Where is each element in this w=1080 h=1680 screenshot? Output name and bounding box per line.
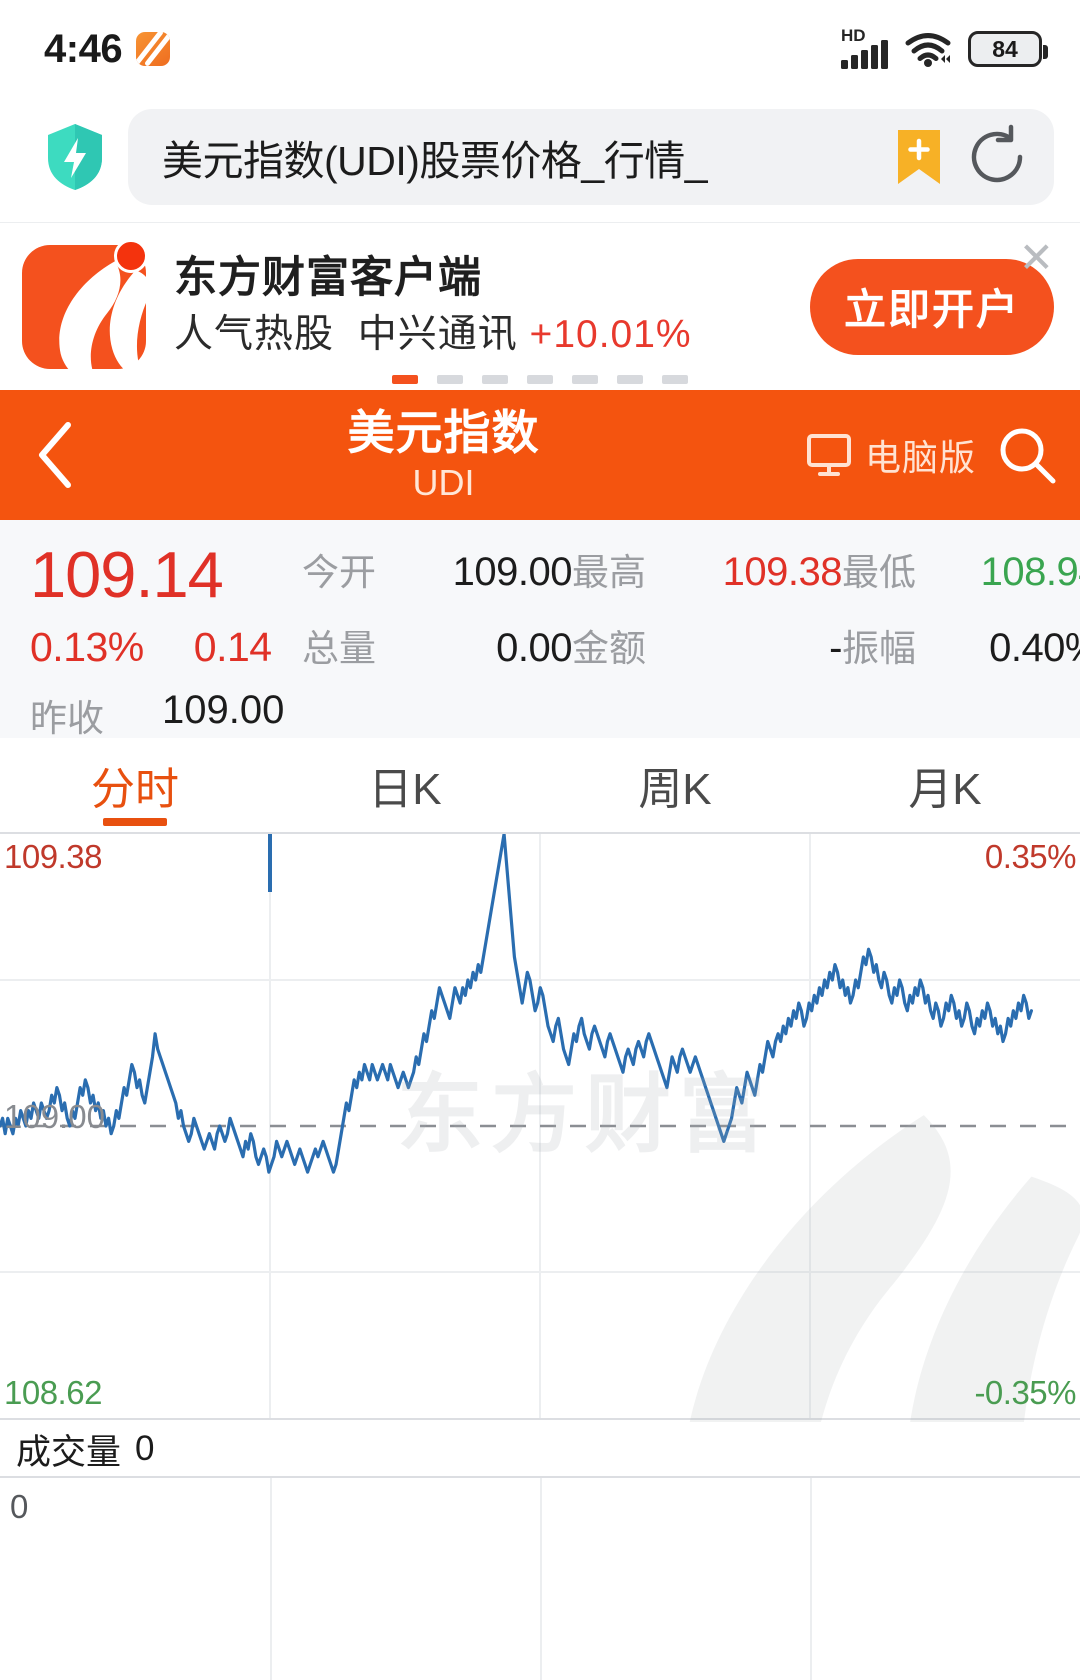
field-amplitude-value: 0.40% bbox=[989, 626, 1080, 670]
chart-tabs: 分时 日K 周K 月K bbox=[0, 738, 1080, 832]
shield-icon[interactable] bbox=[44, 122, 106, 192]
address-bar-text: 美元指数(UDI)股票价格_行情_ bbox=[162, 138, 708, 184]
battery-icon: 84 bbox=[968, 31, 1048, 67]
chart-label-top-left: 109.38 bbox=[4, 838, 102, 875]
change-percent: 0.13% bbox=[30, 624, 144, 671]
eastmoney-logo-icon bbox=[22, 238, 151, 381]
search-icon[interactable] bbox=[996, 424, 1058, 486]
tab-weekly-k[interactable]: 周K bbox=[638, 765, 712, 814]
volume-label: 成交量 bbox=[16, 1432, 122, 1472]
monitor-icon[interactable] bbox=[805, 433, 853, 477]
desktop-version-label[interactable]: 电脑版 bbox=[864, 437, 976, 478]
field-low-value: 108.94 bbox=[980, 550, 1080, 594]
cellular-signal-icon: HD bbox=[841, 26, 888, 69]
wifi-icon bbox=[905, 31, 951, 67]
price-chart[interactable]: 东方财富 109.38 0.35% 109.00 108.62 -0.35% bbox=[0, 832, 1080, 1643]
field-open: 今开 109.00 bbox=[302, 542, 573, 596]
header-actions: 电脑版 bbox=[805, 424, 1058, 486]
field-amplitude: 振幅 0.40% bbox=[842, 618, 1080, 672]
volume-header: 成交量 0 bbox=[0, 1422, 1080, 1476]
field-open-label: 今开 bbox=[302, 552, 376, 593]
hd-label: HD bbox=[841, 26, 866, 45]
tab-daily-k[interactable]: 日K bbox=[368, 765, 442, 814]
status-bar-right: HD 84 bbox=[841, 26, 1048, 69]
quote-row-2: 总量 0.00 金额 - 振幅 0.40% bbox=[302, 618, 1080, 672]
field-volume-label: 总量 bbox=[302, 628, 376, 669]
field-open-value: 109.00 bbox=[452, 550, 573, 594]
tab-fenshi[interactable]: 分时 bbox=[0, 738, 270, 832]
field-volume: 总量 0.00 bbox=[302, 618, 572, 672]
status-time: 4:46 bbox=[44, 26, 123, 71]
chart-label-mid-left: 109.00 bbox=[4, 1098, 105, 1135]
field-amplitude-label: 振幅 bbox=[842, 628, 916, 669]
ad-sub-stock: 中兴通讯 bbox=[357, 312, 518, 356]
chart-label-bottom-left: 108.62 bbox=[4, 1374, 102, 1411]
instrument-name: 美元指数 bbox=[347, 406, 540, 460]
address-bar[interactable]: 美元指数(UDI)股票价格_行情_ bbox=[128, 109, 1054, 205]
page-title: 美元指数 UDI bbox=[82, 408, 805, 504]
ad-banner[interactable]: 东方财富客户端 人气热股 中兴通讯 +10.01% 立即开户 ✕ bbox=[0, 222, 1080, 390]
price-block: 109.14 0.13% 0.14 bbox=[30, 538, 302, 672]
ad-title: 东方财富客户端 bbox=[174, 253, 482, 302]
battery-level: 84 bbox=[992, 35, 1018, 62]
volume-chart[interactable]: 0 bbox=[0, 1476, 1080, 1680]
ad-sub-prefix: 人气热股 bbox=[174, 312, 335, 356]
notification-app-icon bbox=[136, 32, 171, 66]
bookmark-add-icon[interactable] bbox=[894, 128, 944, 186]
status-bar: 4:46 HD 84 bbox=[0, 0, 1080, 98]
field-prev-close-label: 昨收 bbox=[30, 698, 104, 739]
field-low: 最低 108.94 bbox=[842, 542, 1080, 596]
volume-axis-zero: 0 bbox=[10, 1488, 29, 1525]
page-header: 美元指数 UDI 电脑版 bbox=[0, 390, 1080, 520]
field-high: 最高 109.38 bbox=[572, 542, 843, 596]
instrument-code: UDI bbox=[412, 461, 475, 503]
ad-text-block: 东方财富客户端 人气热股 中兴通讯 +10.01% bbox=[174, 253, 810, 360]
field-volume-value: 0.00 bbox=[496, 626, 572, 670]
change-absolute: 0.14 bbox=[193, 624, 272, 671]
open-account-button[interactable]: 立即开户 bbox=[810, 258, 1054, 355]
field-prev-close-value: 109.00 bbox=[162, 688, 285, 732]
quote-panel: 109.14 0.13% 0.14 今开 109.00 最高 109.38 bbox=[0, 520, 1080, 739]
ad-subtitle: 人气热股 中兴通讯 +10.01% bbox=[174, 310, 810, 361]
status-bar-left: 4:46 bbox=[44, 26, 171, 72]
volume-value: 0 bbox=[135, 1429, 155, 1468]
field-amount: 金额 - bbox=[572, 618, 842, 672]
tab-monthly-k[interactable]: 月K bbox=[908, 765, 982, 814]
field-prev-close: 昨收 109.00 bbox=[30, 688, 1058, 742]
reload-icon[interactable] bbox=[964, 124, 1030, 190]
ad-notification-dot bbox=[114, 238, 148, 273]
price-chart-canvas bbox=[0, 834, 1080, 1418]
chart-label-bottom-right: -0.35% bbox=[974, 1374, 1076, 1411]
chart-label-top-right: 0.35% bbox=[984, 838, 1077, 875]
last-price: 109.14 bbox=[30, 538, 224, 611]
quote-row-1: 今开 109.00 最高 109.38 最低 108.94 bbox=[302, 542, 1080, 596]
field-amount-value: - bbox=[829, 626, 842, 670]
ad-sub-change: +10.01% bbox=[529, 312, 692, 356]
field-high-value: 109.38 bbox=[722, 550, 843, 594]
back-chevron-icon[interactable] bbox=[28, 417, 82, 493]
field-low-label: 最低 bbox=[842, 552, 916, 593]
ad-carousel-dots bbox=[0, 375, 1080, 384]
close-icon[interactable]: ✕ bbox=[1018, 234, 1054, 281]
browser-toolbar: 美元指数(UDI)股票价格_行情_ bbox=[0, 98, 1080, 216]
field-amount-label: 金额 bbox=[572, 628, 646, 669]
field-high-label: 最高 bbox=[572, 552, 646, 593]
quote-fields: 今开 109.00 最高 109.38 最低 108.94 总量 bbox=[302, 542, 1080, 672]
